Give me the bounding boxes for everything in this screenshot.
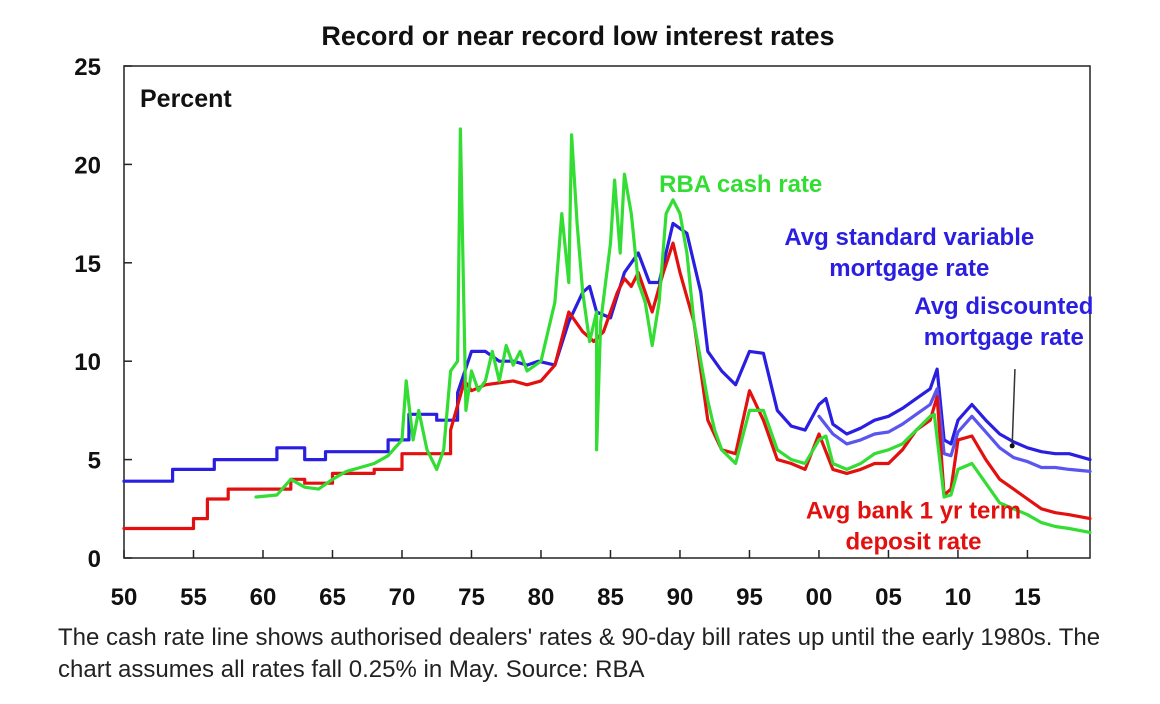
annotation-label: mortgage rate (829, 255, 989, 282)
x-tick-label: 15 (1014, 584, 1041, 611)
chart-footnote: The cash rate line shows authorised deal… (58, 624, 1101, 683)
x-tick-label: 75 (458, 584, 485, 611)
x-tick-label: 55 (180, 584, 207, 611)
x-tick-label: 90 (667, 584, 694, 611)
x-tick-label: 05 (875, 584, 902, 611)
annotation-label: Avg standard variable (784, 224, 1034, 251)
x-tick-label: 10 (945, 584, 972, 611)
x-tick-label: 65 (319, 584, 346, 611)
y-axis-label: Percent (140, 85, 232, 113)
y-tick-label: 20 (74, 152, 101, 179)
plot-frame (123, 65, 1091, 559)
annotation-label: Avg discounted (914, 293, 1093, 320)
y-tick-label: 10 (74, 349, 101, 376)
series-line-avg-bank-1-yr-term-deposit-rate (122, 241, 1092, 531)
x-tick-label: 00 (806, 584, 833, 611)
x-tick-label: 80 (528, 584, 555, 611)
x-tick-label: 85 (597, 584, 624, 611)
y-tick-label: 25 (74, 54, 101, 81)
annotation-label: deposit rate (845, 529, 981, 556)
series-line-rba-cash-rate (254, 127, 1092, 534)
y-tick-label: 0 (88, 546, 101, 573)
discounted-rate-pointer-dot (1009, 443, 1015, 449)
chart-title: Record or near record low interest rates (321, 21, 834, 51)
discounted-rate-pointer-line (1011, 369, 1016, 446)
interest-rates-chart: Record or near record low interest rates… (74, 21, 1093, 611)
annotation-label: mortgage rate (924, 324, 1084, 351)
y-axis: 0 5 10 15 20 25 (74, 54, 132, 573)
y-tick-label: 15 (74, 251, 101, 278)
y-tick-label: 5 (88, 448, 101, 475)
series-group (122, 127, 1092, 534)
x-axis: 50 55 60 65 70 75 80 85 90 95 00 05 10 15 (111, 550, 1041, 611)
x-tick-label: 60 (250, 584, 277, 611)
series-line-avg-discounted-mortgage-rate (817, 387, 1092, 473)
annotation-label: Avg bank 1 yr term (806, 498, 1021, 525)
x-tick-label: 95 (736, 584, 763, 611)
series-annotations: RBA cash rate Avg standard variable mortga… (659, 171, 1093, 556)
annotation-label: RBA cash rate (659, 171, 822, 198)
x-tick-label: 50 (111, 584, 138, 611)
x-tick-label: 70 (389, 584, 416, 611)
